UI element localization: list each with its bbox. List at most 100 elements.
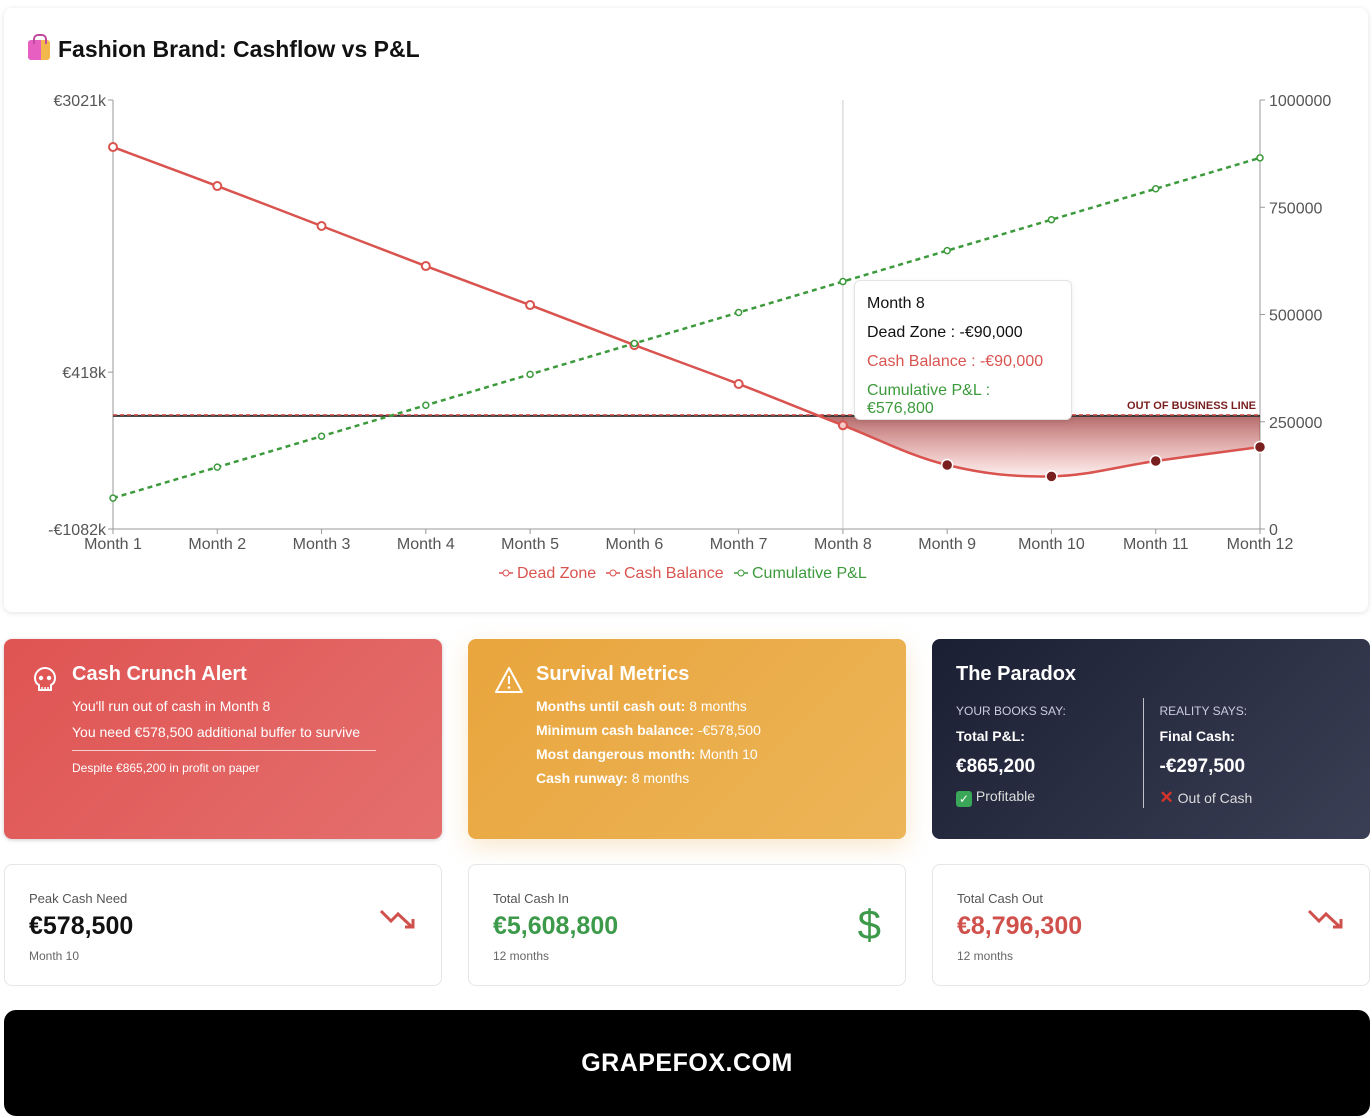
stat-value: €5,608,800 bbox=[493, 912, 619, 940]
right-tick-label: 500000 bbox=[1269, 308, 1322, 325]
x-tick-label: Month 5 bbox=[501, 536, 559, 553]
survival-title: Survival Metrics bbox=[536, 663, 690, 685]
cash-crunch-alert-card: Cash Crunch Alert You'll run out of cash… bbox=[4, 639, 442, 839]
cash-balance-point bbox=[733, 378, 744, 389]
cash-balance-point bbox=[940, 458, 954, 472]
legend-label: Dead Zone bbox=[517, 565, 596, 582]
x-tick-label: Month 1 bbox=[84, 536, 142, 553]
cash-balance-point bbox=[525, 300, 536, 311]
out-of-business-label: OUT OF BUSINESS LINE bbox=[1127, 400, 1256, 412]
cash-balance-point bbox=[316, 220, 327, 231]
right-tick-label: 750000 bbox=[1269, 200, 1322, 217]
legend-label: Cumulative P&L bbox=[752, 565, 867, 582]
right-tick-label: 1000000 bbox=[1269, 93, 1331, 110]
books-column: YOUR BOOKS SAY: Total P&L: €865,200 ✓ Pr… bbox=[956, 698, 1143, 808]
check-icon: ✓ bbox=[956, 791, 972, 807]
paradox-title: The Paradox bbox=[956, 663, 1077, 685]
metric-label: Months until cash out: bbox=[536, 698, 686, 714]
metric-label: Cash runway: bbox=[536, 770, 628, 786]
reality-status: Out of Cash bbox=[1177, 790, 1253, 806]
total-pl-value: €865,200 bbox=[956, 756, 1036, 777]
metric-value: -€578,500 bbox=[693, 722, 761, 738]
metric-row: Cash runway: 8 months bbox=[536, 770, 906, 786]
stat-value: €578,500 bbox=[29, 912, 134, 940]
tooltip-cumulative-pl: Cumulative P&L : €576,800 bbox=[867, 382, 991, 417]
tooltip-title: Month 8 bbox=[867, 295, 925, 312]
cash-balance-point bbox=[1149, 454, 1162, 468]
divider bbox=[72, 750, 376, 751]
cumulative-pl-point bbox=[1151, 185, 1160, 193]
cash-balance-point bbox=[108, 142, 118, 153]
left-tick-label: -€1082k bbox=[48, 522, 107, 539]
cumulative-pl-point bbox=[839, 277, 847, 286]
footer-brand: GRAPEFOX.COM bbox=[4, 1010, 1370, 1116]
metric-value: Month 10 bbox=[695, 746, 758, 762]
stat-value: €8,796,300 bbox=[957, 912, 1083, 940]
metric-row: Months until cash out: 8 months bbox=[536, 698, 906, 714]
skull-icon bbox=[33, 666, 57, 691]
chart-tooltip: Month 8 Dead Zone : -€90,000 Cash Balanc… bbox=[854, 280, 1072, 420]
legend-marker-dot bbox=[609, 569, 617, 577]
right-tick-label: 250000 bbox=[1269, 415, 1322, 432]
x-tick-label: Month 11 bbox=[1123, 536, 1189, 553]
stat-label: Peak Cash Need bbox=[29, 891, 128, 906]
paradox-card: The Paradox YOUR BOOKS SAY: Total P&L: €… bbox=[932, 639, 1370, 839]
x-tick-label: Month 9 bbox=[918, 536, 976, 553]
cumulative-pl-point bbox=[422, 401, 430, 410]
cumulative-pl-point bbox=[734, 308, 743, 317]
metric-label: Minimum cash balance: bbox=[536, 722, 694, 738]
warning-icon bbox=[495, 667, 523, 693]
dead-zone-area bbox=[819, 415, 1260, 477]
shopping-bags-icon bbox=[28, 33, 50, 60]
trend-down-icon bbox=[1307, 909, 1343, 929]
stat-sub: 12 months bbox=[493, 949, 550, 963]
chart-title: Fashion Brand: Cashflow vs P&L bbox=[28, 33, 420, 63]
tooltip-cash-balance: Cash Balance : -€90,000 bbox=[867, 353, 1044, 370]
cumulative-pl-point bbox=[630, 339, 639, 348]
x-tick-label: Month 3 bbox=[293, 536, 351, 553]
cumulative-pl-point bbox=[213, 463, 222, 471]
x-tick-label: Month 6 bbox=[605, 536, 663, 553]
books-status: Profitable bbox=[975, 788, 1036, 804]
left-tick-label: €3021k bbox=[54, 93, 107, 110]
x-tick-label: Month 4 bbox=[397, 536, 455, 553]
stat-label: Total Cash Out bbox=[957, 891, 1043, 906]
x-tick-label: Month 10 bbox=[1018, 536, 1085, 553]
stat-card: Total Cash In €5,608,800 12 months $ bbox=[468, 864, 906, 986]
cross-icon: ✕ bbox=[1159, 788, 1174, 807]
left-tick-label: €418k bbox=[62, 365, 107, 382]
reality-caption: REALITY SAYS: bbox=[1159, 704, 1248, 718]
alert-line: You need €578,500 additional buffer to s… bbox=[72, 724, 361, 740]
final-cash-value: -€297,500 bbox=[1159, 756, 1246, 777]
alert-line: You'll run out of cash in Month 8 bbox=[72, 698, 271, 714]
cash-balance-point bbox=[420, 261, 431, 272]
cumulative-pl-point bbox=[943, 246, 951, 255]
cumulative-pl-point bbox=[1047, 215, 1056, 224]
stat-sub: Month 10 bbox=[29, 949, 80, 963]
cash-balance-point bbox=[837, 420, 848, 431]
x-tick-label: Month 8 bbox=[814, 536, 872, 553]
books-label: Total P&L: bbox=[956, 728, 1025, 744]
cumulative-pl-point bbox=[317, 432, 326, 440]
chart-card: Fashion Brand: Cashflow vs P&L €3021k €41… bbox=[4, 8, 1368, 612]
metric-value: 8 months bbox=[627, 770, 690, 786]
legend-marker-dot bbox=[737, 569, 745, 577]
x-tick-label: Month 12 bbox=[1227, 536, 1294, 553]
cash-balance-line bbox=[112, 145, 1261, 478]
right-tick-label: 0 bbox=[1269, 522, 1278, 539]
dollar-icon: $ bbox=[857, 901, 881, 948]
cash-balance-point bbox=[1045, 470, 1058, 483]
metric-label: Most dangerous month: bbox=[536, 746, 696, 762]
reality-column: REALITY SAYS: Final Cash: -€297,500 ✕ Ou… bbox=[1142, 698, 1347, 808]
books-caption: YOUR BOOKS SAY: bbox=[956, 704, 1066, 718]
cashflow-chart[interactable]: €3021k €418k -€1082k 0 250000 500000 750000 100… bbox=[4, 8, 1368, 612]
stat-label: Total Cash In bbox=[493, 891, 569, 906]
metric-value: 8 months bbox=[685, 698, 747, 714]
chart-title-text: Fashion Brand: Cashflow vs P&L bbox=[58, 36, 420, 62]
alert-note: Despite €865,200 in profit on paper bbox=[72, 761, 260, 775]
legend-label: Cash Balance bbox=[624, 565, 724, 582]
cumulative-pl-point bbox=[526, 370, 534, 379]
legend-marker-dot bbox=[502, 569, 510, 577]
cumulative-pl-point bbox=[109, 494, 117, 502]
cumulative-pl-line bbox=[112, 156, 1261, 500]
